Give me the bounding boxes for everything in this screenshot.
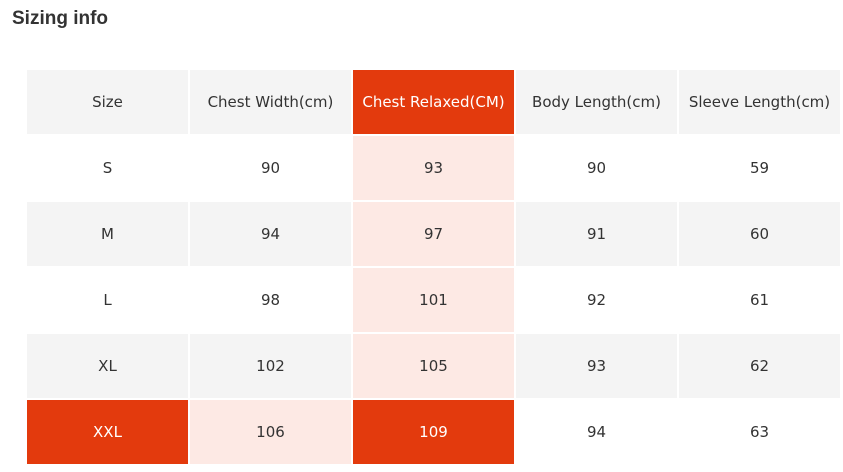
table-cell: 101: [353, 268, 514, 332]
column-header: Size: [27, 70, 188, 134]
table-cell: 102: [190, 334, 351, 398]
size-cell: S: [27, 136, 188, 200]
size-cell: XL: [27, 334, 188, 398]
table-cell: 93: [353, 136, 514, 200]
column-header: Chest Relaxed(CM): [353, 70, 514, 134]
table-cell: 98: [190, 268, 351, 332]
column-header: Chest Width(cm): [190, 70, 351, 134]
table-cell: 90: [516, 136, 677, 200]
table-cell: 92: [516, 268, 677, 332]
column-header: Sleeve Length(cm): [679, 70, 840, 134]
column-header: Body Length(cm): [516, 70, 677, 134]
table-cell: 90: [190, 136, 351, 200]
size-cell: XXL: [27, 400, 188, 464]
table-cell: 94: [516, 400, 677, 464]
table-cell: 97: [353, 202, 514, 266]
table-cell: 105: [353, 334, 514, 398]
table-cell: 60: [679, 202, 840, 266]
table-cell: 109: [353, 400, 514, 464]
size-cell: M: [27, 202, 188, 266]
title: Sizing info: [12, 8, 109, 29]
table-cell: 93: [516, 334, 677, 398]
table-cell: 94: [190, 202, 351, 266]
table-cell: 63: [679, 400, 840, 464]
table-cell: 59: [679, 136, 840, 200]
table-cell: 91: [516, 202, 677, 266]
table-cell: 106: [190, 400, 351, 464]
table-cell: 62: [679, 334, 840, 398]
size-cell: L: [27, 268, 188, 332]
size-table: Size Chest Width(cm) Chest Relaxed(CM) Body…: [27, 70, 840, 464]
table-cell: 61: [679, 268, 840, 332]
